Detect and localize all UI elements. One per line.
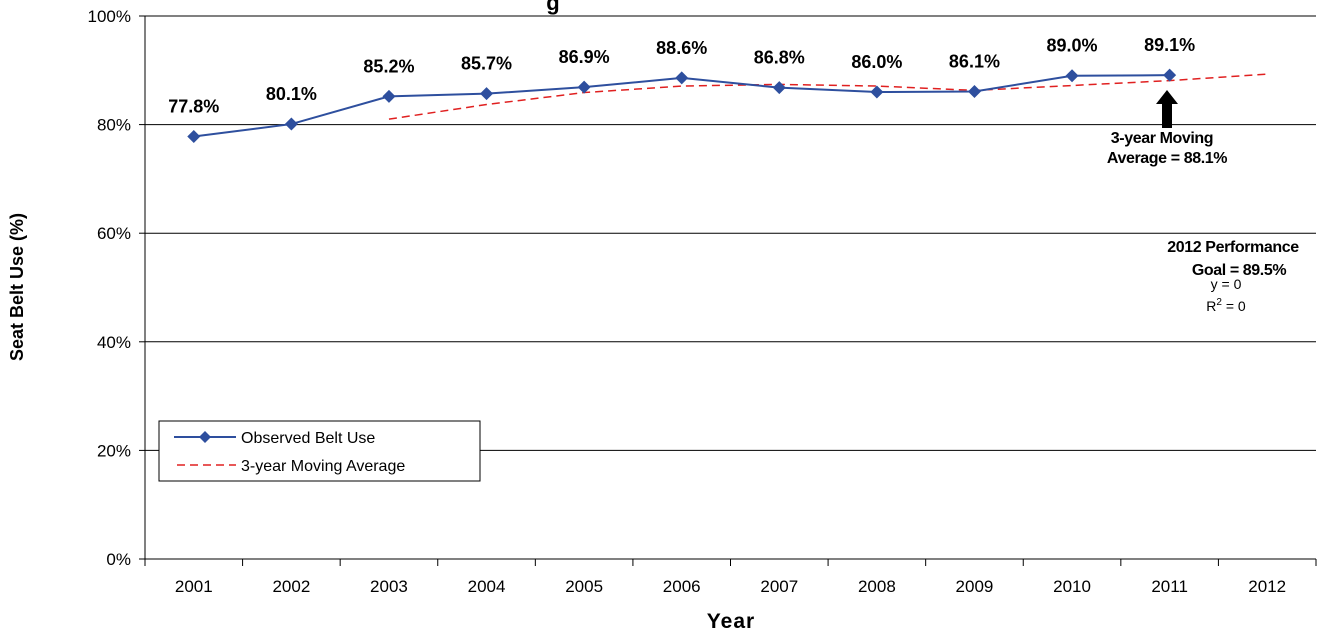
goal-annotation-line2: Goal = 89.5%	[1192, 262, 1287, 279]
arrow-up-icon	[1156, 90, 1178, 128]
x-tick-label: 2007	[760, 577, 798, 596]
data-point	[480, 87, 494, 101]
data-point	[967, 84, 981, 98]
x-tick-label: 2006	[663, 577, 701, 596]
x-tick-label: 2005	[565, 577, 603, 596]
y-axis-ticks: 0% 20% 40% 60% 80% 100%	[88, 7, 145, 569]
data-labels: 77.8% 80.1% 85.2% 85.7% 86.9% 88.6% 86.8% 86.0%…	[168, 35, 1195, 116]
moving-average-annotation-line2: Average = 88.1%	[1107, 150, 1227, 167]
data-label: 89.1%	[1144, 35, 1195, 55]
legend: Observed Belt Use 3-year Moving Average	[158, 420, 481, 482]
x-axis-title: Year	[707, 610, 755, 633]
data-point	[382, 89, 396, 103]
data-point	[772, 81, 786, 95]
data-label: 86.8%	[754, 48, 805, 68]
data-label: 85.2%	[363, 56, 414, 76]
legend-diamond-icon	[199, 431, 211, 443]
data-point	[1065, 69, 1079, 83]
data-label: 88.6%	[656, 38, 707, 58]
moving-average-line	[388, 73, 1268, 120]
y-tick-label: 20%	[97, 441, 131, 460]
goal-annotation-line1: 2012 Performance	[1167, 239, 1299, 256]
x-tick-label: 2010	[1053, 577, 1091, 596]
data-label: 80.1%	[266, 84, 317, 104]
trendline-equation: y = 0	[1211, 276, 1242, 292]
chart-title-fragment: g	[546, 0, 559, 15]
legend-observed-label: Observed Belt Use	[241, 430, 375, 447]
x-tick-label: 2003	[370, 577, 408, 596]
x-axis-ticks: 2001 2002 2003 2004 2005 2006 2007 2008 2009 2010…	[144, 559, 1317, 596]
legend-moving-average-label: 3-year Moving Average	[241, 458, 405, 475]
moving-average-annotation-line1: 3-year Moving	[1111, 130, 1213, 147]
data-label: 86.9%	[559, 47, 610, 67]
x-tick-label: 2001	[175, 577, 213, 596]
x-tick-label: 2009	[956, 577, 994, 596]
data-point	[1163, 68, 1177, 82]
y-tick-label: 0%	[106, 550, 131, 569]
y-tick-label: 100%	[88, 7, 131, 26]
data-point	[284, 117, 298, 131]
y-tick-label: 60%	[97, 224, 131, 243]
x-tick-label: 2008	[858, 577, 896, 596]
trendline-r-squared: R2 = 0	[1206, 297, 1246, 314]
legend-box	[158, 420, 481, 482]
data-label: 89.0%	[1047, 36, 1098, 56]
x-tick-label: 2012	[1248, 577, 1286, 596]
data-label: 77.8%	[168, 97, 219, 117]
x-tick-label: 2002	[272, 577, 310, 596]
data-point	[187, 130, 201, 144]
observed-belt-use-series	[187, 68, 1177, 144]
x-tick-label: 2004	[468, 577, 506, 596]
moving-average-series	[388, 73, 1268, 120]
y-tick-label: 40%	[97, 333, 131, 352]
y-tick-label: 80%	[97, 116, 131, 135]
data-point	[577, 80, 591, 94]
y-axis-title: Seat Belt Use (%)	[7, 213, 27, 361]
data-label: 85.7%	[461, 54, 512, 74]
data-label: 86.1%	[949, 51, 1000, 71]
gridlines	[145, 15, 1316, 451]
x-tick-label: 2011	[1151, 577, 1188, 596]
data-point	[675, 71, 689, 85]
data-label: 86.0%	[851, 52, 902, 72]
data-point	[870, 85, 884, 99]
